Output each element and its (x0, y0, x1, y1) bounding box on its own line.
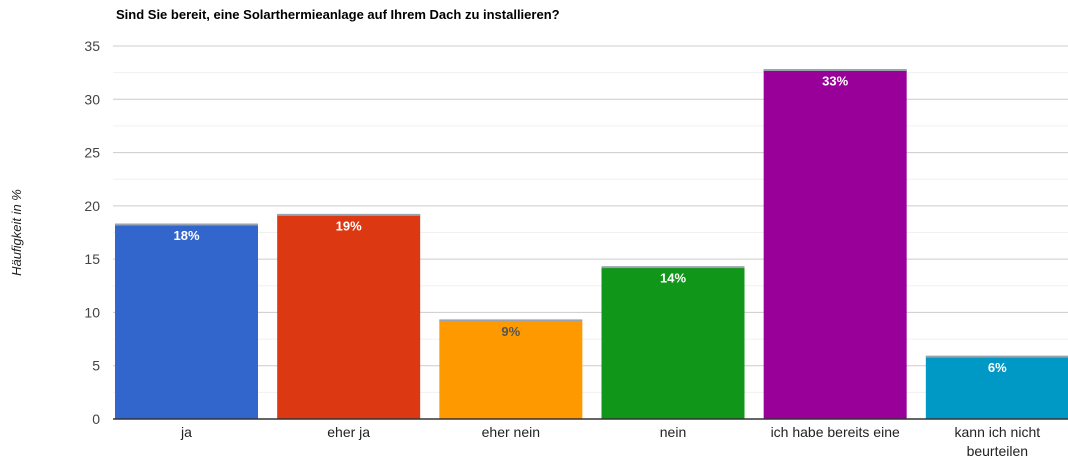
data-label: 6% (988, 360, 1007, 375)
x-tick-label: eher nein (482, 424, 540, 440)
data-label: 14% (660, 271, 686, 286)
x-tick-label: beurteilen (967, 443, 1029, 459)
bar (115, 223, 258, 419)
y-tick-label: 25 (84, 145, 100, 161)
data-label: 33% (822, 73, 848, 88)
x-tick-label: ich habe bereits eine (771, 424, 900, 440)
x-tick-label: nein (660, 424, 686, 440)
bar (925, 356, 1068, 419)
y-tick-label: 15 (84, 251, 100, 267)
y-axis-label: Häufigkeit in % (9, 189, 24, 276)
y-tick-label: 5 (92, 358, 100, 374)
bar (763, 69, 907, 420)
y-tick-label: 10 (84, 304, 100, 320)
data-label: 18% (173, 228, 199, 243)
x-tick-label: eher ja (327, 424, 370, 440)
bar (277, 214, 421, 419)
data-label: 19% (336, 218, 362, 233)
bar (601, 266, 745, 419)
bar (439, 319, 583, 419)
y-tick-label: 35 (84, 38, 100, 54)
y-tick-label: 0 (92, 411, 100, 427)
chart-title: Sind Sie bereit, eine Solarthermieanlage… (116, 7, 560, 22)
data-label: 9% (501, 324, 520, 339)
x-tick-label: kann ich nicht (955, 424, 1041, 440)
y-tick-label: 20 (84, 198, 100, 214)
y-tick-label: 30 (84, 91, 100, 107)
x-tick-label: ja (180, 424, 192, 440)
